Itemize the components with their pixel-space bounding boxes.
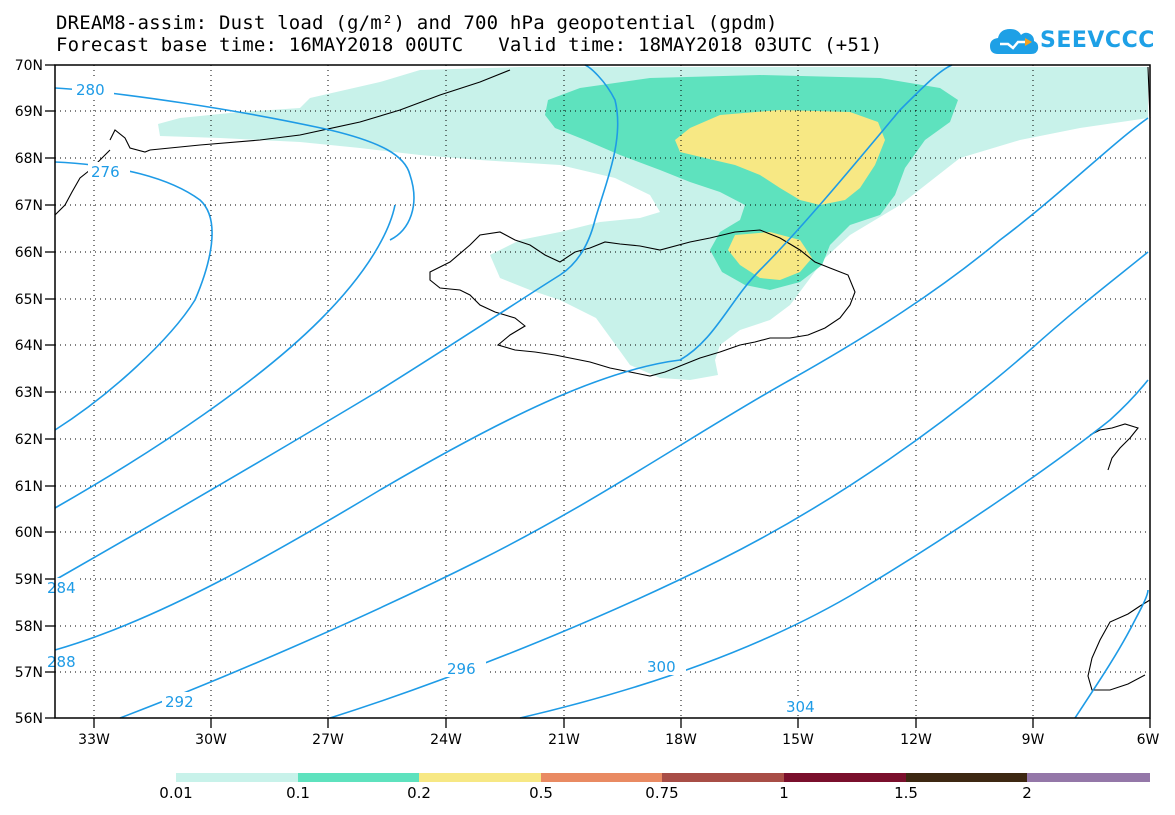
colorbar-segment-1 <box>176 773 298 782</box>
lon-label-6w: 6W <box>1137 732 1160 748</box>
contour-304 <box>519 379 1149 719</box>
lon-label-33w: 33W <box>78 732 110 748</box>
contour-labels: 280 276 284 288 292 296 300 304 <box>47 80 825 716</box>
colorbar-segment-6 <box>784 773 906 782</box>
map-title-line1: DREAM8-assim: Dust load (g/m²) and 700 h… <box>56 12 778 34</box>
lat-label-69n: 69N <box>15 104 43 120</box>
axis-ticks <box>45 64 1151 728</box>
colorbar-segment-7 <box>906 773 1027 782</box>
lat-label-65n: 65N <box>15 292 43 308</box>
lon-label-18w: 18W <box>665 732 697 748</box>
lon-label-24w: 24W <box>430 732 462 748</box>
colorbar-label-0.75: 0.75 <box>645 784 679 802</box>
lon-label-15w: 15W <box>782 732 814 748</box>
lon-label-30w: 30W <box>195 732 227 748</box>
contour-label-280: 280 <box>76 81 105 99</box>
lat-label-64n: 64N <box>15 338 43 354</box>
lat-label-58n: 58N <box>15 619 43 635</box>
longitude-labels: 33W 30W 27W 24W 21W 18W 15W 12W 9W 6W <box>78 732 1159 748</box>
lat-label-59n: 59N <box>15 572 43 588</box>
contour-label-296: 296 <box>447 660 476 678</box>
lat-label-61n: 61N <box>15 479 43 495</box>
colorbar-label-0.01: 0.01 <box>159 784 193 802</box>
lat-label-70n: 70N <box>15 58 43 74</box>
map-title-line2: Forecast base time: 16MAY2018 00UTC Vali… <box>56 34 883 56</box>
seevccc-logo: SEEVCCC <box>988 20 1154 60</box>
colorbar <box>176 773 1150 782</box>
colorbar-label-1: 1 <box>779 784 789 802</box>
lon-label-27w: 27W <box>312 732 344 748</box>
lon-label-21w: 21W <box>548 732 580 748</box>
lat-label-68n: 68N <box>15 151 43 167</box>
contour-292 <box>54 64 953 651</box>
colorbar-segment-3 <box>419 773 541 782</box>
contour-300 <box>329 251 1149 719</box>
coastlines <box>54 66 1151 691</box>
contour-label-284: 284 <box>47 579 76 597</box>
colorbar-segment-2 <box>298 773 419 782</box>
scotland-coast <box>1087 599 1151 691</box>
cloud-icon <box>990 29 1039 54</box>
lat-label-66n: 66N <box>15 245 43 261</box>
contour-280 <box>54 87 415 241</box>
colorbar-label-2: 2 <box>1022 784 1032 802</box>
lat-label-56n: 56N <box>15 711 43 727</box>
contour-308 <box>1074 589 1149 719</box>
iceland-coast <box>429 229 856 377</box>
colorbar-label-0.1: 0.1 <box>286 784 310 802</box>
latitude-labels: 70N 69N 68N 67N 66N 65N 64N 63N 62N 61N … <box>15 58 43 727</box>
greenland-west-coast <box>54 149 111 216</box>
contour-284 <box>54 204 396 509</box>
contour-label-288: 288 <box>47 653 76 671</box>
colorbar-label-0.5: 0.5 <box>529 784 553 802</box>
lon-label-9w: 9W <box>1022 732 1045 748</box>
colorbar-label-0.2: 0.2 <box>407 784 431 802</box>
lat-label-67n: 67N <box>15 198 43 214</box>
contour-label-292: 292 <box>165 693 194 711</box>
contour-label-276: 276 <box>91 163 120 181</box>
contour-288 <box>54 64 619 581</box>
lat-label-62n: 62N <box>15 432 43 448</box>
geopotential-contours <box>54 64 1149 719</box>
lon-label-12w: 12W <box>900 732 932 748</box>
colorbar-label-1.5: 1.5 <box>894 784 918 802</box>
contour-label-304: 304 <box>786 698 815 716</box>
contour-label-300: 300 <box>647 658 676 676</box>
faroe-islands <box>1089 423 1139 471</box>
lat-label-57n: 57N <box>15 665 43 681</box>
colorbar-segment-5 <box>662 773 784 782</box>
logo-text: SEEVCCC <box>1040 28 1155 53</box>
contour-296 <box>119 117 1149 719</box>
colorbar-segment-4 <box>541 773 662 782</box>
contour-276 <box>54 161 213 431</box>
colorbar-segment-8 <box>1027 773 1150 782</box>
lat-label-60n: 60N <box>15 525 43 541</box>
lat-label-63n: 63N <box>15 385 43 401</box>
